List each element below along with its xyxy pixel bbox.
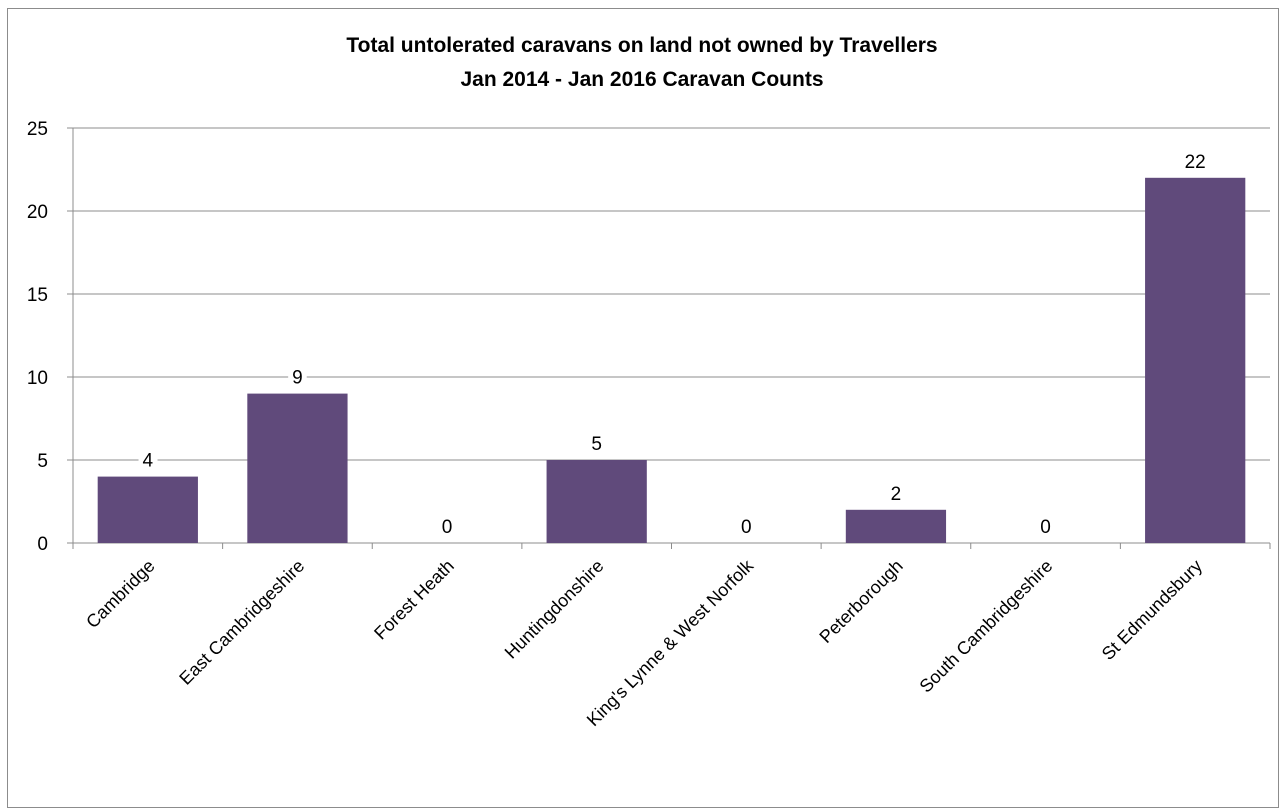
y-tick-labels: 0 5 10 15 20 25 [27,119,48,555]
x-tick-label: Huntingdonshire [501,556,608,663]
y-tick-label: 25 [27,119,48,140]
y-tick-label: 0 [37,534,48,555]
chart-frame [7,8,1279,808]
x-tick-label: South Cambridgeshire [916,556,1057,697]
data-label: 22 [1185,152,1206,173]
data-label-background [886,482,906,506]
data-label: 0 [1040,517,1051,538]
data-label: 0 [442,517,453,538]
data-label-background [437,516,457,539]
y-tick-label: 10 [27,368,48,389]
data-label-background [138,449,158,473]
x-tick-label: King's Lynne & West Norfolk [583,555,758,730]
data-label: 0 [741,517,752,538]
data-label: 9 [292,368,303,389]
x-tick-label: St Edmundsbury [1098,556,1206,664]
x-tick-labels: Cambridge East Cambridgeshire Forest Heath… [82,555,1206,730]
data-label: 4 [143,451,154,472]
x-tick-label: Cambridge [82,556,158,632]
bar [546,460,647,543]
bar [247,393,348,543]
bar [845,509,947,543]
data-label: 5 [591,434,602,455]
y-tick-label: 5 [37,451,48,472]
x-tick-label: Forest Heath [370,556,458,644]
y-tick-label: 20 [27,202,48,223]
data-label-background [1180,150,1210,174]
bar [1145,177,1246,544]
data-label-background [1036,516,1055,539]
x-tick-label: Peterborough [815,556,906,647]
bars [97,177,1246,544]
bar [97,476,198,543]
x-tick-label: East Cambridgeshire [175,556,308,689]
chart-title: Total untolerated caravans on land not o… [346,34,937,57]
y-tick-label: 15 [27,285,48,306]
data-label: 2 [891,484,902,505]
data-label-background [288,366,307,390]
data-label-background [737,516,756,539]
chart-subtitle: Jan 2014 - Jan 2016 Caravan Counts [460,68,823,91]
data-labels: 4 9 0 5 0 2 0 22 [138,150,1210,539]
data-label-background [587,433,606,456]
